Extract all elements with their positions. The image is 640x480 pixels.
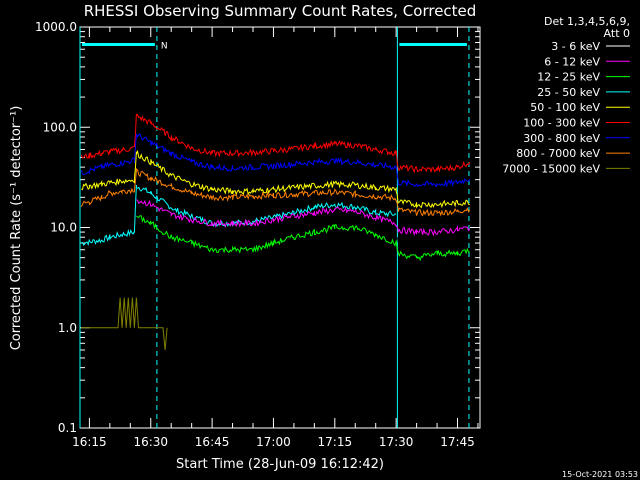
legend-label: 6 - 12 keV: [544, 55, 600, 68]
legend-label: 12 - 25 keV: [537, 71, 600, 84]
x-tick-label: 16:45: [195, 435, 230, 449]
x-tick-label: 17:30: [379, 435, 414, 449]
y-tick-label: 1000.0: [35, 20, 77, 34]
y-axis-label: Corrected Count Rate (s⁻¹ detector⁻¹): [9, 106, 24, 351]
x-tick-label: 16:15: [72, 435, 107, 449]
series-line-50-100-kev: [81, 149, 471, 209]
legend-label: 25 - 50 keV: [537, 86, 600, 99]
flag-label-N: N: [161, 42, 168, 52]
legend-header: Det 1,3,4,5,6,9,: [544, 15, 630, 28]
chart-title: RHESSI Observing Summary Count Rates, Co…: [84, 2, 477, 20]
legend-header: Att 0: [604, 27, 630, 40]
legend-label: 800 - 7000 keV: [516, 147, 600, 160]
x-tick-label: 17:00: [256, 435, 291, 449]
legend-label: 3 - 6 keV: [551, 40, 600, 53]
x-tick-label: 17:45: [440, 435, 475, 449]
y-tick-label: 10.0: [50, 221, 77, 235]
series-line-800-7000-kev: [80, 167, 471, 217]
series-line-7000-15000-kev: [81, 297, 168, 351]
x-tick-label: 17:15: [318, 435, 353, 449]
legend-label: 100 - 300 keV: [523, 117, 600, 130]
y-tick-label: 1.0: [58, 321, 77, 335]
plot-area: 0.1 1.0 10.0 100.0 1000.0 16:15 16:30 16:45 17:0…: [35, 20, 481, 449]
series-line-12-25-kev: [136, 215, 470, 262]
series-line-3-6-kev: [135, 209, 398, 245]
legend-label: 50 - 100 keV: [530, 101, 600, 114]
y-tick-label: 100.0: [43, 120, 77, 134]
series-line-6-12-kev: [136, 199, 471, 237]
x-tick-label: 16:30: [133, 435, 168, 449]
series-line-300-800-kev: [80, 133, 471, 188]
series-line-25-50-kev: [80, 184, 397, 247]
x-axis-label: Start Time (28-Jun-09 16:12:42): [176, 457, 384, 472]
series-line-100-300-kev: [80, 113, 471, 174]
legend-label: 300 - 800 keV: [523, 132, 600, 145]
legend: Det 1,3,4,5,6,9,Att 0 3 - 6 keV 6 - 12 keV…: [502, 15, 630, 175]
y-tick-label: 0.1: [58, 421, 77, 435]
legend-label: 7000 - 15000 keV: [502, 162, 600, 175]
footer-timestamp: 15-Oct-2021 03:53: [562, 470, 638, 479]
